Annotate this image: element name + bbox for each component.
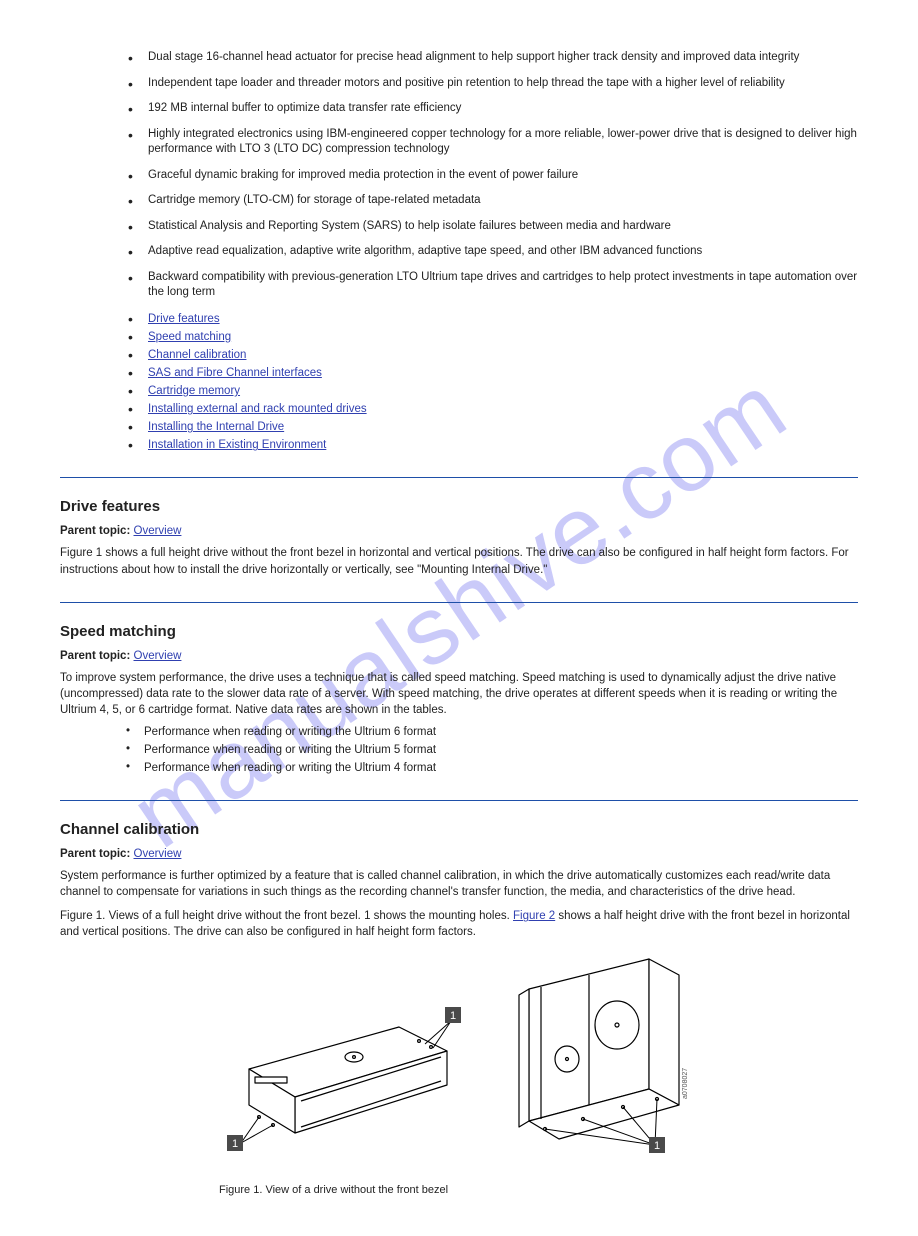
section-speed-matching: Speed matching Parent topic: Overview To… [60, 623, 858, 777]
page-content: Dual stage 16-channel head actuator for … [60, 50, 858, 1196]
figure-container: 1 1 [60, 949, 858, 1196]
topic-link-list: Drive features Speed matching Channel ca… [120, 311, 858, 454]
svg-text:1: 1 [232, 1138, 238, 1150]
section-divider [60, 602, 858, 603]
section-title: Speed matching [60, 623, 858, 640]
section-channel-calibration: Channel calibration Parent topic: Overvi… [60, 821, 858, 1195]
section-divider [60, 800, 858, 801]
list-item: Backward compatibility with previous-gen… [120, 270, 858, 301]
nav-link[interactable]: Installation in Existing Environment [148, 439, 326, 451]
list-item: 192 MB internal buffer to optimize data … [120, 101, 858, 117]
svg-text:1: 1 [654, 1140, 660, 1152]
list-item: Graceful dynamic braking for improved me… [120, 168, 858, 184]
figure-label: Figure 1. View of a drive without the fr… [219, 1184, 699, 1196]
figure-link[interactable]: Figure 2 [513, 910, 555, 922]
parent-topic: Parent topic: Overview [60, 650, 858, 662]
list-item: Performance when reading or writing the … [120, 724, 858, 740]
list-item: Highly integrated electronics using IBM-… [120, 127, 858, 158]
parent-topic-link[interactable]: Overview [134, 848, 182, 860]
svg-text:a0708027: a0708027 [682, 1067, 689, 1098]
nav-link[interactable]: SAS and Fibre Channel interfaces [148, 367, 322, 379]
figure-1: 1 1 [219, 949, 699, 1196]
list-item: Cartridge memory [120, 383, 858, 399]
section-drive-features: Drive features Parent topic: Overview Fi… [60, 498, 858, 577]
svg-text:1: 1 [450, 1010, 456, 1022]
section-paragraph: To improve system performance, the drive… [60, 670, 858, 718]
list-item: Performance when reading or writing the … [120, 760, 858, 776]
list-item: Installing external and rack mounted dri… [120, 401, 858, 417]
drive-diagram-svg: 1 1 [219, 949, 699, 1169]
speed-bullet-list: Performance when reading or writing the … [120, 724, 858, 776]
section-title: Drive features [60, 498, 858, 515]
nav-link[interactable]: Cartridge memory [148, 385, 240, 397]
parent-topic: Parent topic: Overview [60, 848, 858, 860]
nav-link[interactable]: Installing the Internal Drive [148, 421, 284, 433]
nav-link[interactable]: Drive features [148, 313, 220, 325]
figure-caption: Figure 1. Views of a full height drive w… [60, 908, 858, 940]
list-item: Dual stage 16-channel head actuator for … [120, 50, 858, 66]
parent-topic-label: Parent topic: [60, 848, 130, 860]
list-item: Statistical Analysis and Reporting Syste… [120, 219, 858, 235]
nav-link[interactable]: Speed matching [148, 331, 231, 343]
parent-topic-link[interactable]: Overview [134, 525, 182, 537]
list-item: Performance when reading or writing the … [120, 742, 858, 758]
list-item: Independent tape loader and threader mot… [120, 76, 858, 92]
list-item: SAS and Fibre Channel interfaces [120, 365, 858, 381]
list-item: Drive features [120, 311, 858, 327]
parent-topic: Parent topic: Overview [60, 525, 858, 537]
figure-caption-prefix: Figure 1. Views of a full height drive w… [60, 910, 513, 922]
section-divider [60, 477, 858, 478]
list-item: Installing the Internal Drive [120, 419, 858, 435]
section-paragraph: System performance is further optimized … [60, 868, 858, 900]
list-item: Cartridge memory (LTO-CM) for storage of… [120, 193, 858, 209]
list-item: Installation in Existing Environment [120, 437, 858, 453]
parent-topic-label: Parent topic: [60, 525, 130, 537]
parent-topic-link[interactable]: Overview [134, 650, 182, 662]
nav-link[interactable]: Installing external and rack mounted dri… [148, 403, 367, 415]
nav-link[interactable]: Channel calibration [148, 349, 246, 361]
section-title: Channel calibration [60, 821, 858, 838]
feature-list: Dual stage 16-channel head actuator for … [120, 50, 858, 301]
list-item: Adaptive read equalization, adaptive wri… [120, 244, 858, 260]
parent-topic-label: Parent topic: [60, 650, 130, 662]
section-paragraph: Figure 1 shows a full height drive witho… [60, 545, 858, 577]
list-item: Channel calibration [120, 347, 858, 363]
list-item: Speed matching [120, 329, 858, 345]
